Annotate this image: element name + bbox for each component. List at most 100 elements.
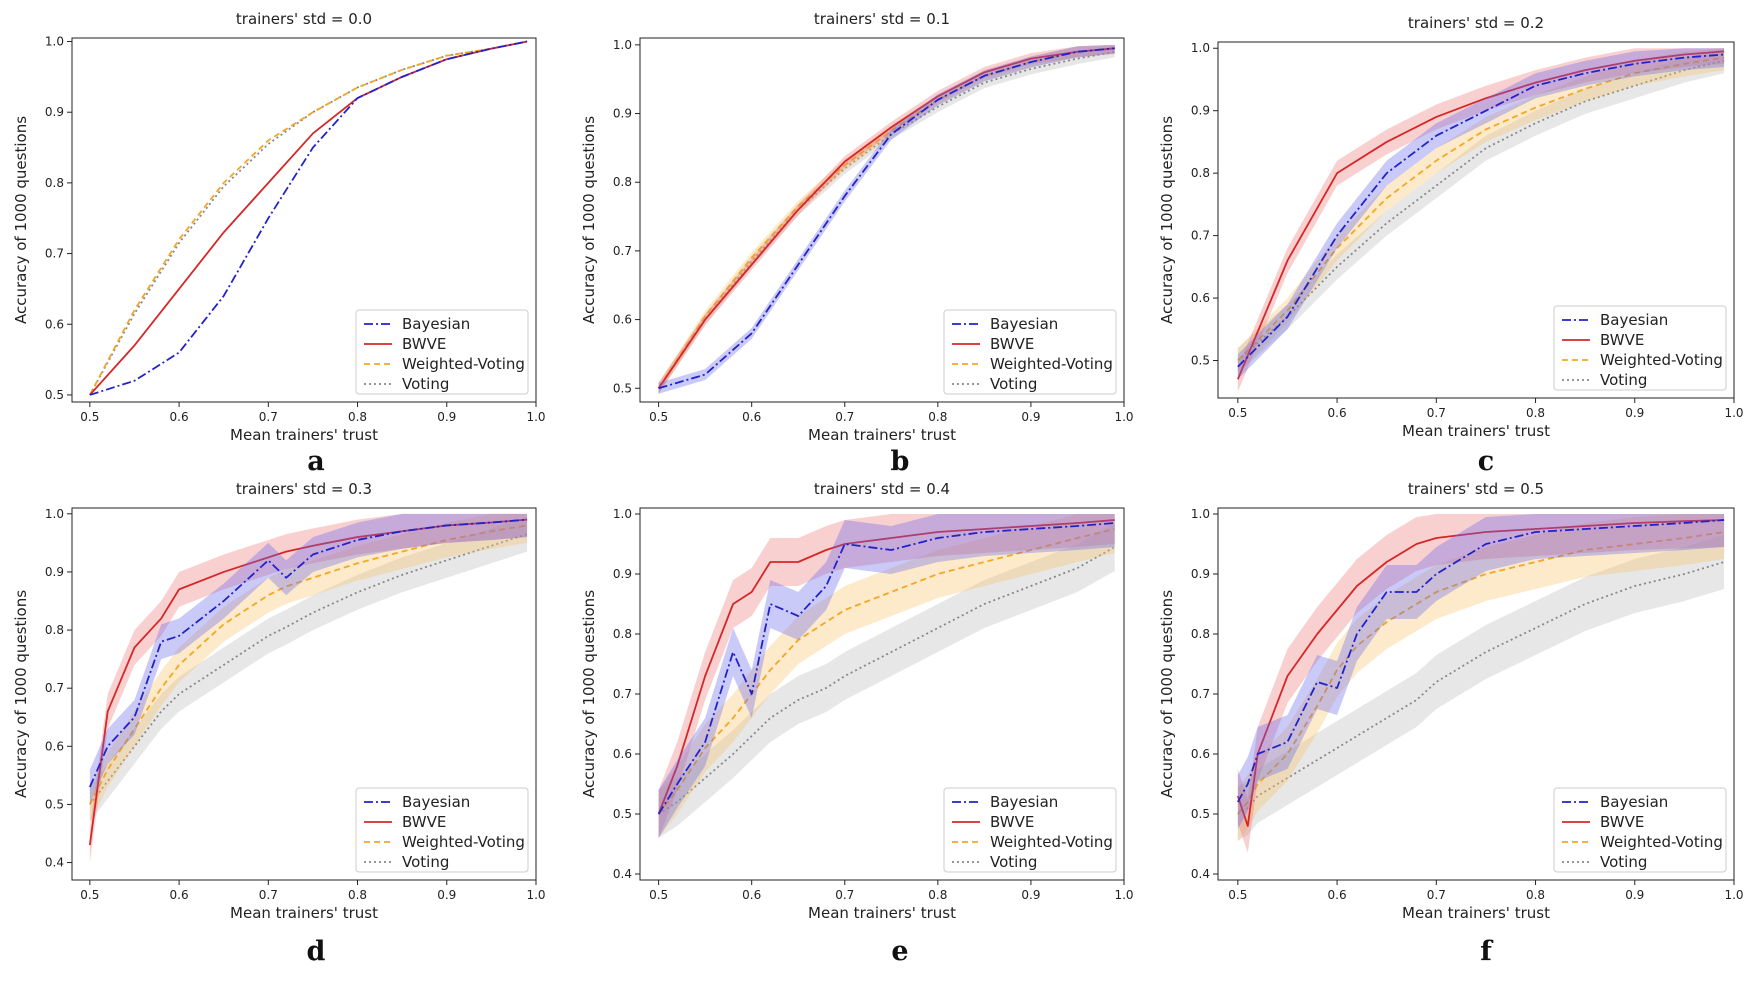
legend-box: [355, 309, 529, 395]
x-tick-label: 0.9: [1625, 888, 1644, 902]
confidence-band-bayesian: [1237, 48, 1725, 380]
x-tick-label: 1.0: [1114, 888, 1133, 902]
legend-box: [1553, 787, 1727, 873]
y-tick-label: 0.4: [45, 856, 64, 870]
y-tick-label: 0.5: [1191, 807, 1210, 821]
y-tick-label: 0.5: [1191, 354, 1210, 368]
y-axis-label: Accuracy of 1000 questions: [12, 590, 30, 798]
legend-label: Weighted-Voting: [990, 355, 1113, 373]
confidence-band-voting: [1237, 48, 1725, 374]
legend-label: BWVE: [402, 813, 446, 831]
x-tick-label: 0.9: [1021, 410, 1040, 424]
legend-label: Weighted-Voting: [1600, 351, 1723, 369]
y-axis-label: Accuracy of 1000 questions: [1158, 116, 1176, 324]
plot-area: [657, 514, 1116, 838]
series-line-weighted-voting: [89, 524, 528, 805]
x-tick-label: 0.8: [1526, 406, 1545, 420]
legend-label: Weighted-Voting: [402, 833, 525, 851]
y-tick-label: 0.8: [613, 627, 632, 641]
legend-label: Voting: [990, 375, 1037, 393]
y-tick-label: 0.5: [613, 807, 632, 821]
x-tick-label: 0.8: [928, 410, 947, 424]
x-tick-label: 0.6: [742, 410, 761, 424]
series-line-weighted-voting: [1237, 531, 1725, 815]
legend-box: [1553, 305, 1727, 391]
y-tick-label: 0.6: [613, 747, 632, 761]
y-tick-label: 0.7: [613, 244, 632, 258]
y-tick-label: 1.0: [1191, 507, 1210, 521]
plot-area: [1236, 514, 1725, 853]
x-tick-label: 0.6: [1328, 406, 1347, 420]
confidence-band-voting: [89, 516, 528, 822]
series-line-bayesian: [657, 522, 1115, 815]
y-tick-label: 0.6: [45, 317, 64, 331]
series-line-voting: [1237, 59, 1725, 362]
chart-panel-c: trainers' std = 0.2 0.5 0.6 0.7 0.8 0.9 1.0 0.5…: [1158, 14, 1744, 477]
legend-label: Bayesian: [1600, 311, 1668, 329]
legend-label: Weighted-Voting: [402, 355, 525, 373]
confidence-band-bwve: [1237, 514, 1725, 853]
legend-label: Weighted-Voting: [1600, 833, 1723, 851]
series-line-bwve: [657, 47, 1115, 389]
legend: Bayesian BWVE Weighted-Voting Voting: [355, 309, 529, 395]
chart-title: trainers' std = 0.4: [814, 480, 950, 498]
series-line-bwve: [1236, 519, 1725, 827]
y-tick-label: 1.0: [613, 38, 632, 52]
x-tick-label: 0.6: [170, 888, 189, 902]
series-line-weighted-voting: [657, 528, 1115, 815]
y-tick-label: 0.9: [45, 105, 64, 119]
series-line-voting: [1237, 561, 1725, 815]
plot-area: [88, 513, 528, 863]
plot-frame: [1217, 41, 1735, 399]
x-tick-label: 0.5: [649, 888, 668, 902]
plot-frame: [71, 507, 537, 881]
y-tick-label: 0.8: [45, 176, 64, 190]
x-tick-label: 0.7: [259, 410, 278, 424]
legend-label: BWVE: [1600, 331, 1644, 349]
panel-letter: c: [1478, 446, 1494, 477]
y-tick-label: 0.9: [45, 565, 64, 579]
y-tick-label: 0.6: [613, 313, 632, 327]
y-tick-label: 0.7: [45, 681, 64, 695]
legend-box: [355, 787, 529, 873]
legend-label: Voting: [1600, 853, 1647, 871]
legend-label: Bayesian: [402, 793, 470, 811]
legend-box: [943, 309, 1117, 395]
legend-label: BWVE: [990, 813, 1034, 831]
chart-title: trainers' std = 0.3: [236, 480, 372, 498]
x-tick-label: 0.9: [1021, 888, 1040, 902]
panel-letter: d: [307, 936, 326, 967]
y-tick-label: 0.7: [613, 687, 632, 701]
chart-title: trainers' std = 0.0: [236, 10, 372, 28]
y-axis-label: Accuracy of 1000 questions: [580, 116, 598, 324]
confidence-band-bayesian: [89, 513, 528, 805]
y-tick-label: 0.8: [1191, 627, 1210, 641]
series-line-bwve: [657, 519, 1115, 815]
x-axis-label: Mean trainers' trust: [1402, 904, 1550, 922]
x-tick-label: 0.9: [1625, 406, 1644, 420]
y-tick-label: 0.9: [613, 567, 632, 581]
plot-area: [89, 40, 528, 396]
x-tick-label: 1.0: [526, 410, 545, 424]
series-line-bwve: [89, 40, 528, 396]
legend-box: [943, 787, 1117, 873]
y-tick-label: 0.7: [1191, 229, 1210, 243]
y-tick-label: 0.5: [45, 388, 64, 402]
chart-panel-a: trainers' std = 0.0 0.5 0.6 0.7 0.8 0.9 1.0 0.5…: [12, 10, 546, 477]
x-axis-label: Mean trainers' trust: [230, 426, 378, 444]
chart-panel-b: trainers' std = 0.1 0.5 0.6 0.7 0.8 0.9 1.0 0.5…: [580, 10, 1134, 477]
series-line-bayesian: [1237, 519, 1725, 803]
plot-area: [1237, 48, 1725, 392]
x-tick-label: 0.9: [437, 888, 456, 902]
chart-title: trainers' std = 0.2: [1408, 14, 1544, 32]
x-tick-label: 0.5: [80, 888, 99, 902]
x-tick-label: 1.0: [1724, 888, 1743, 902]
series-line-bwve: [88, 518, 528, 846]
y-axis-label: Accuracy of 1000 questions: [12, 116, 30, 324]
legend: Bayesian BWVE Weighted-Voting Voting: [943, 309, 1117, 395]
confidence-band-voting: [658, 523, 1115, 838]
y-tick-label: 0.6: [45, 739, 64, 753]
y-tick-label: 1.0: [1191, 41, 1210, 55]
panel-letter: e: [891, 936, 908, 967]
